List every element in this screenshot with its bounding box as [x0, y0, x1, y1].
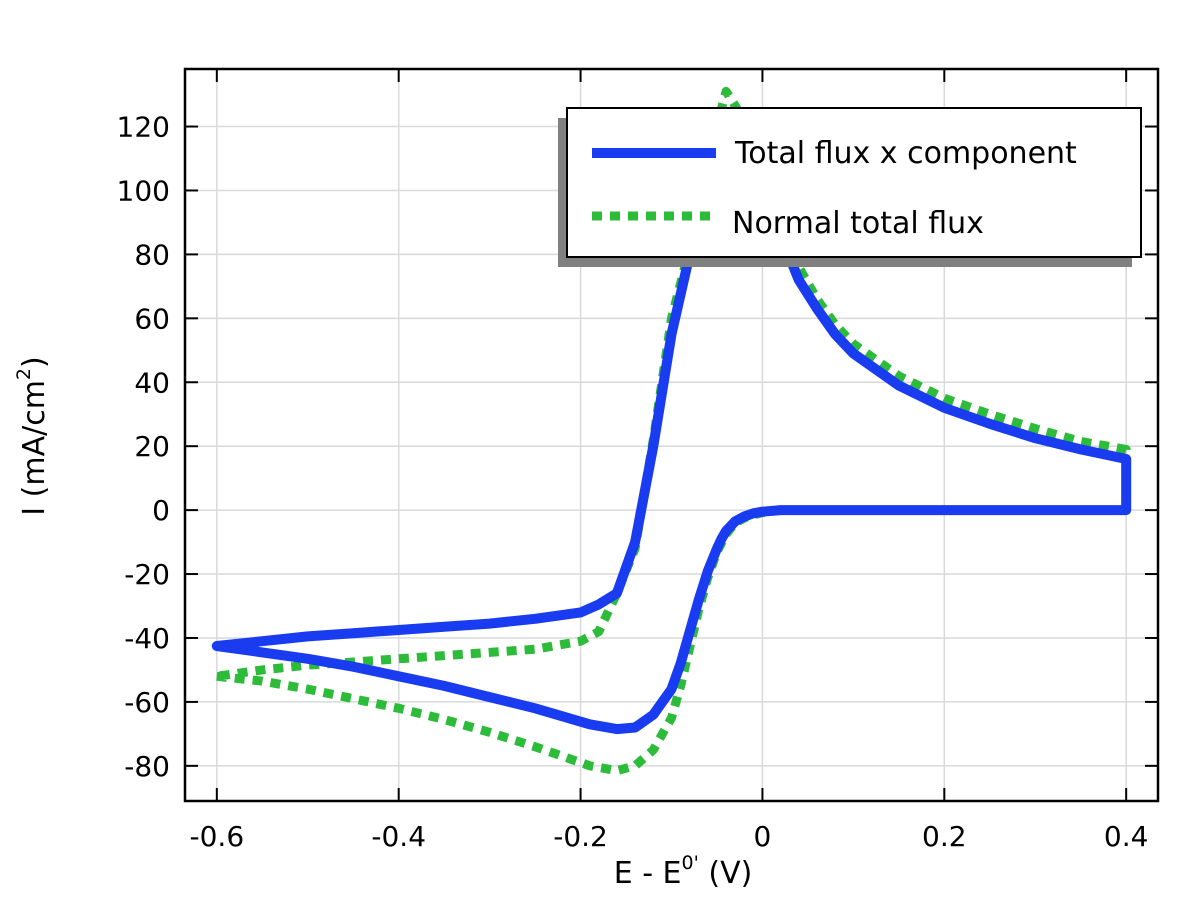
- y-tick-label: 0: [152, 494, 170, 527]
- axis-tick-labels: -0.6 -0.4 -0.2 0 0.2 0.4 -80 -60 -40 -20 0 20 40 60 80…: [117, 111, 1149, 853]
- axis-ticks: [185, 69, 1158, 801]
- y-tick-label: 40: [134, 366, 170, 399]
- y-tick-label: -80: [124, 750, 170, 783]
- x-tick-label: -0.6: [190, 820, 245, 853]
- x-tick-label: 0: [754, 820, 772, 853]
- y-tick-label: 120: [117, 111, 170, 144]
- series-layer: [211, 86, 1132, 776]
- series-line-total-flux-x: [211, 143, 1132, 735]
- x-tick-label: 0.2: [922, 820, 967, 853]
- y-tick-label: -60: [124, 686, 170, 719]
- y-tick-label: -20: [124, 558, 170, 591]
- x-tick-label: -0.4: [371, 820, 426, 853]
- y-tick-label: 100: [117, 174, 170, 207]
- x-tick-label: -0.2: [553, 820, 608, 853]
- y-tick-label: 80: [134, 238, 170, 271]
- legend-label-normal-flux: Normal total flux: [732, 206, 984, 241]
- x-axis-title: E - E0' (V): [614, 852, 753, 891]
- y-axis-title: I (mA/cm2): [13, 356, 52, 515]
- x-tick-label: 0.4: [1104, 820, 1149, 853]
- y-tick-label: 20: [134, 430, 170, 463]
- legend: Total flux x component Normal total flux: [558, 107, 1142, 267]
- y-tick-label: -40: [124, 622, 170, 655]
- legend-label-total-flux: Total flux x component: [734, 136, 1077, 171]
- legend-box: [566, 107, 1142, 258]
- y-tick-label: 60: [134, 302, 170, 335]
- plot-frame: [183, 67, 1160, 803]
